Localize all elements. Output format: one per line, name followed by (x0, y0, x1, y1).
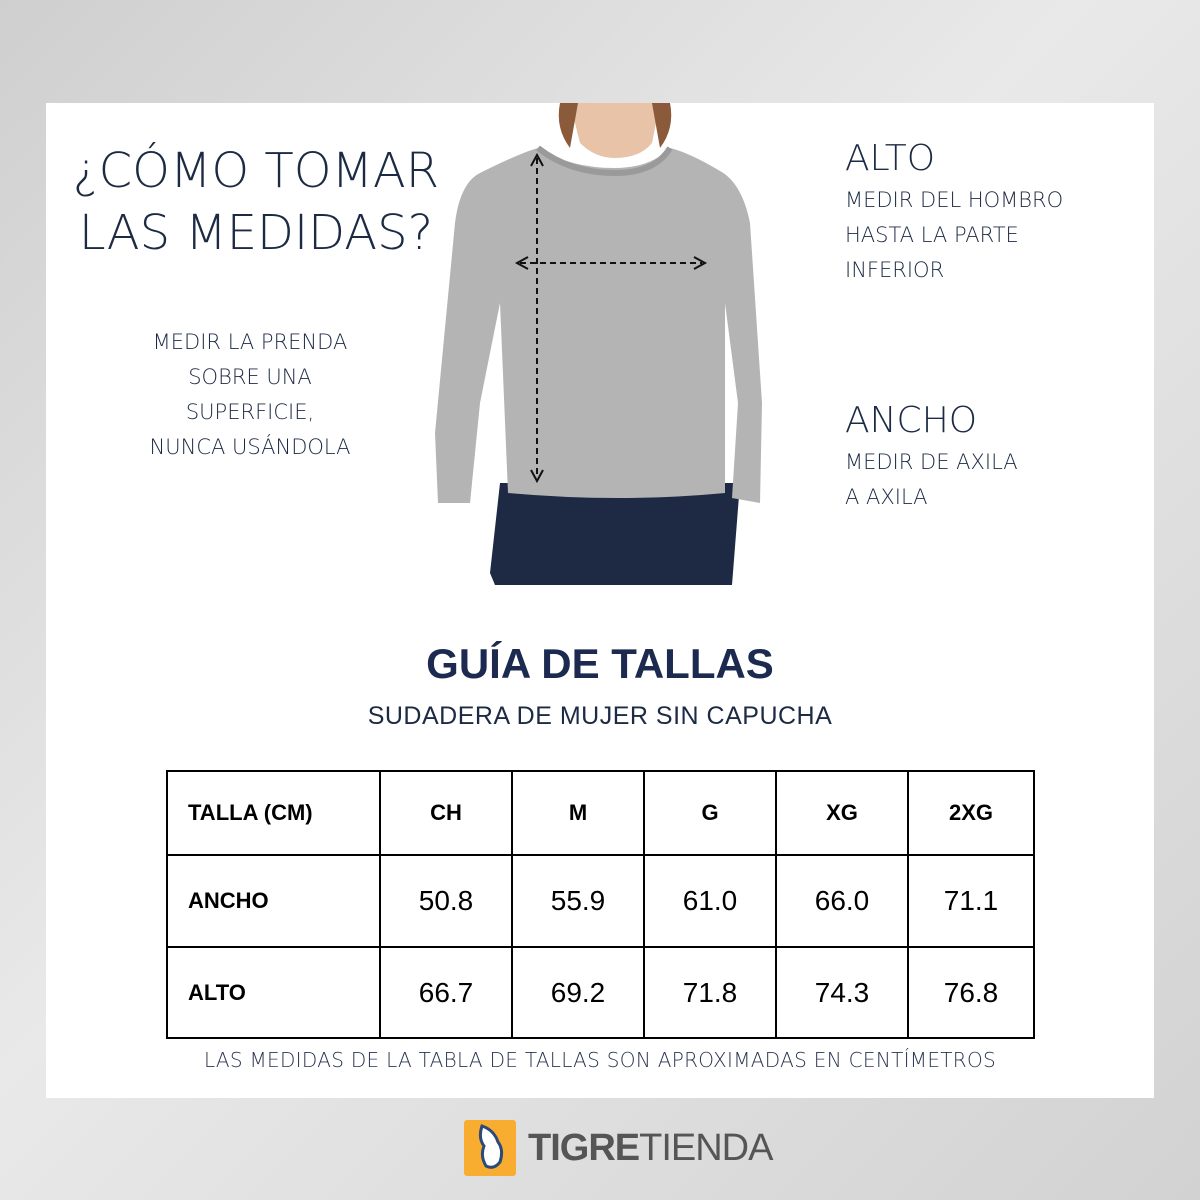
table-cell: 71.1 (907, 854, 1035, 948)
title-line: ¿CÓMO TOMAR (72, 143, 440, 199)
size-guide-subtitle: SUDADERA DE MUJER SIN CAPUCHA (367, 702, 833, 730)
table-row: ANCHO 50.8 55.9 61.0 66.0 71.1 (166, 854, 1035, 948)
size-table: TALLA (CM) CH M G XG 2XG ANCHO 50.8 55.9… (166, 770, 1035, 1039)
table-cell: 61.0 (643, 854, 777, 948)
table-cell: 55.9 (511, 854, 645, 948)
jeans (490, 483, 740, 585)
logo-text: TIGRETIENDA (528, 1126, 773, 1170)
ancho-line: MEDIR DE AXILA (845, 450, 1018, 474)
alto-line: HASTA LA PARTE (845, 223, 1019, 247)
alto-line: INFERIOR (845, 258, 945, 282)
tigretienda-logo: TIGRETIENDA (464, 1120, 773, 1176)
logo-text-light: TIENDA (639, 1126, 773, 1169)
how-to-measure-title: ¿CÓMO TOMAR LAS MEDIDAS? (66, 140, 446, 264)
table-cell: 74.3 (775, 946, 909, 1039)
measure-note: MEDIR LA PRENDA SOBRE UNA SUPERFICIE, NU… (120, 325, 380, 465)
header-cell: TALLA (CM) (166, 770, 381, 856)
title-line: LAS MEDIDAS? (78, 205, 434, 261)
ancho-line: A AXILA (845, 485, 928, 509)
table-cell: 66.0 (775, 854, 909, 948)
alto-instructions: ALTO MEDIR DEL HOMBRO HASTA LA PARTE INF… (845, 138, 1063, 288)
note-line: SOBRE UNA (188, 365, 312, 389)
header-cell: CH (379, 770, 513, 856)
tiger-icon (464, 1120, 516, 1176)
alto-line: MEDIR DEL HOMBRO (845, 188, 1064, 212)
table-cell: 69.2 (511, 946, 645, 1039)
note-line: SUPERFICIE, (185, 400, 315, 424)
header-cell: XG (775, 770, 909, 856)
alto-heading: ALTO (845, 138, 936, 179)
header-cell: M (511, 770, 645, 856)
footnote: LAS MEDIDAS DE LA TABLA DE TALLAS SON AP… (203, 1048, 997, 1072)
table-cell: 76.8 (907, 946, 1035, 1039)
ancho-heading: ANCHO (845, 400, 978, 441)
table-cell: 66.7 (379, 946, 513, 1039)
ancho-instructions: ANCHO MEDIR DE AXILA A AXILA (845, 400, 1018, 515)
header-cell: G (643, 770, 777, 856)
table-cell: 50.8 (379, 854, 513, 948)
note-line: NUNCA USÁNDOLA (149, 435, 351, 459)
sweater-model-illustration (435, 103, 762, 585)
note-line: MEDIR LA PRENDA (152, 330, 348, 354)
size-guide-title: GUÍA DE TALLAS (426, 640, 774, 687)
row-label: ANCHO (166, 854, 381, 948)
header-cell: 2XG (907, 770, 1035, 856)
sweater (435, 148, 762, 503)
table-cell: 71.8 (643, 946, 777, 1039)
row-label: ALTO (166, 946, 381, 1039)
table-header-row: TALLA (CM) CH M G XG 2XG (166, 770, 1035, 856)
table-row: ALTO 66.7 69.2 71.8 74.3 76.8 (166, 946, 1035, 1039)
logo-text-bold: TIGRE (528, 1126, 640, 1169)
